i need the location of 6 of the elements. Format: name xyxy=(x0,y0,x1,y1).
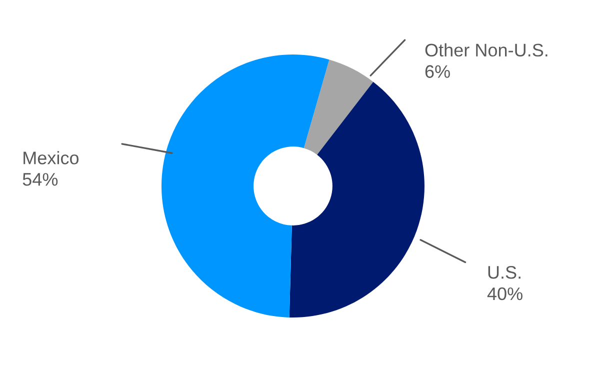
data-label: 54% xyxy=(22,173,58,186)
slice-label: Other Non-U.S. xyxy=(425,43,548,57)
data-label: 40% xyxy=(487,287,522,300)
data-label: 6% xyxy=(425,65,450,78)
slice-label: Mexico xyxy=(24,151,79,164)
slice-label: U.S. xyxy=(488,266,520,279)
